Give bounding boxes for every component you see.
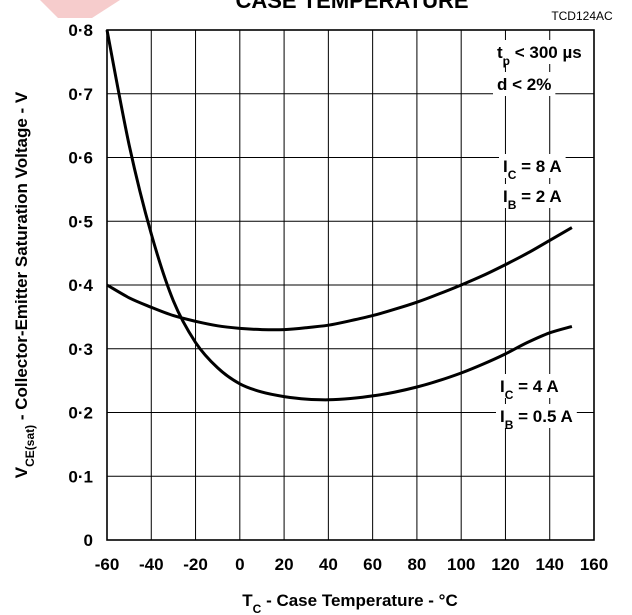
label-ic-4a-rest: = 4 A bbox=[513, 377, 558, 396]
y-axis-label-sub: CE(sat) bbox=[23, 425, 37, 467]
y-axis-label: VCE(sat) - Collector-Emitter Saturation … bbox=[12, 91, 37, 478]
condition-pulse-main: t bbox=[497, 43, 503, 62]
y-tick-label: 0·6 bbox=[68, 149, 93, 168]
label-ic-8a-main: I bbox=[503, 157, 508, 176]
x-tick-label: 20 bbox=[275, 555, 294, 574]
condition-duty-bg bbox=[493, 72, 556, 96]
y-tick-label: 0·5 bbox=[68, 212, 93, 231]
y-tick-label: 0·4 bbox=[68, 276, 93, 295]
x-tick-label: 120 bbox=[491, 555, 519, 574]
x-axis-label-main: T bbox=[242, 591, 253, 610]
x-tick-label: 80 bbox=[407, 555, 426, 574]
y-tick-label: 0·7 bbox=[68, 85, 93, 104]
x-tick-label: -20 bbox=[183, 555, 208, 574]
series-line-1 bbox=[106, 226, 573, 332]
y-tick-label: 0·8 bbox=[68, 21, 93, 40]
y-tick-label: 0·2 bbox=[68, 404, 93, 423]
series-curves bbox=[105, 29, 573, 402]
x-tick-label: -60 bbox=[95, 555, 120, 574]
grid bbox=[106, 29, 595, 541]
label-ib-2a-main: I bbox=[503, 187, 508, 206]
label-ic-4a-bg bbox=[496, 374, 563, 398]
label-ib-05a-rest: = 0.5 A bbox=[513, 407, 572, 426]
y-tick-labels: 0 0·1 0·2 0·3 0·4 0·5 0·6 0·7 0·8 bbox=[68, 21, 93, 550]
annotations: tp < 300 µsd < 2%IC = 8 AIB = 2 AIC = 4 … bbox=[493, 40, 586, 432]
label-ib-05a-sub: B bbox=[505, 418, 514, 432]
watermark-logo bbox=[40, 0, 120, 18]
label-ib-2a: IB = 2 A bbox=[503, 187, 562, 212]
x-tick-label: 60 bbox=[363, 555, 382, 574]
condition-pulse-bg bbox=[493, 40, 586, 64]
x-tick-label: 160 bbox=[580, 555, 608, 574]
y-axis-label-rest: - Collector-Emitter Saturation Voltage -… bbox=[12, 91, 31, 425]
y-axis-label-main: V bbox=[12, 466, 31, 478]
x-tick-label: 100 bbox=[447, 555, 475, 574]
label-ib-05a-main: I bbox=[500, 407, 505, 426]
label-ic-4a: IC = 4 A bbox=[500, 377, 559, 402]
y-tick-label: 0·3 bbox=[68, 340, 93, 359]
condition-duty: d < 2% bbox=[497, 75, 551, 94]
figure-code: TCD124AC bbox=[551, 9, 613, 23]
label-ib-2a-rest: = 2 A bbox=[516, 187, 561, 206]
x-axis-label-sub: C bbox=[253, 602, 262, 615]
label-ic-4a-sub: C bbox=[505, 388, 514, 402]
label-ic-8a-rest: = 8 A bbox=[516, 157, 561, 176]
x-tick-label: -40 bbox=[139, 555, 164, 574]
label-ib-05a-bg bbox=[496, 404, 577, 428]
label-ic-8a-bg bbox=[499, 154, 566, 178]
x-axis-label: TC - Case Temperature - °C bbox=[242, 591, 457, 615]
x-axis-label-rest: - Case Temperature - °C bbox=[261, 591, 457, 610]
label-ic-8a-sub: C bbox=[508, 168, 517, 182]
condition-duty-main: d < 2% bbox=[497, 75, 551, 94]
label-ib-2a-bg bbox=[499, 184, 566, 208]
x-tick-labels: -60 -40 -20 0 20 40 60 80 100 120 140 160 bbox=[95, 555, 608, 574]
condition-pulse: tp < 300 µs bbox=[497, 43, 582, 68]
label-ib-05a: IB = 0.5 A bbox=[500, 407, 573, 432]
condition-pulse-rest: < 300 µs bbox=[510, 43, 582, 62]
x-tick-label: 40 bbox=[319, 555, 338, 574]
chart-title: CASE TEMPERATURE bbox=[235, 0, 468, 13]
x-tick-label: 140 bbox=[536, 555, 564, 574]
y-tick-label: 0·1 bbox=[68, 467, 93, 486]
label-ib-2a-sub: B bbox=[508, 198, 517, 212]
label-ic-4a-main: I bbox=[500, 377, 505, 396]
y-tick-label: 0 bbox=[84, 531, 93, 550]
series-line-0 bbox=[105, 29, 573, 402]
x-tick-label: 0 bbox=[235, 555, 244, 574]
condition-pulse-sub: p bbox=[503, 54, 510, 68]
label-ic-8a: IC = 8 A bbox=[503, 157, 562, 182]
